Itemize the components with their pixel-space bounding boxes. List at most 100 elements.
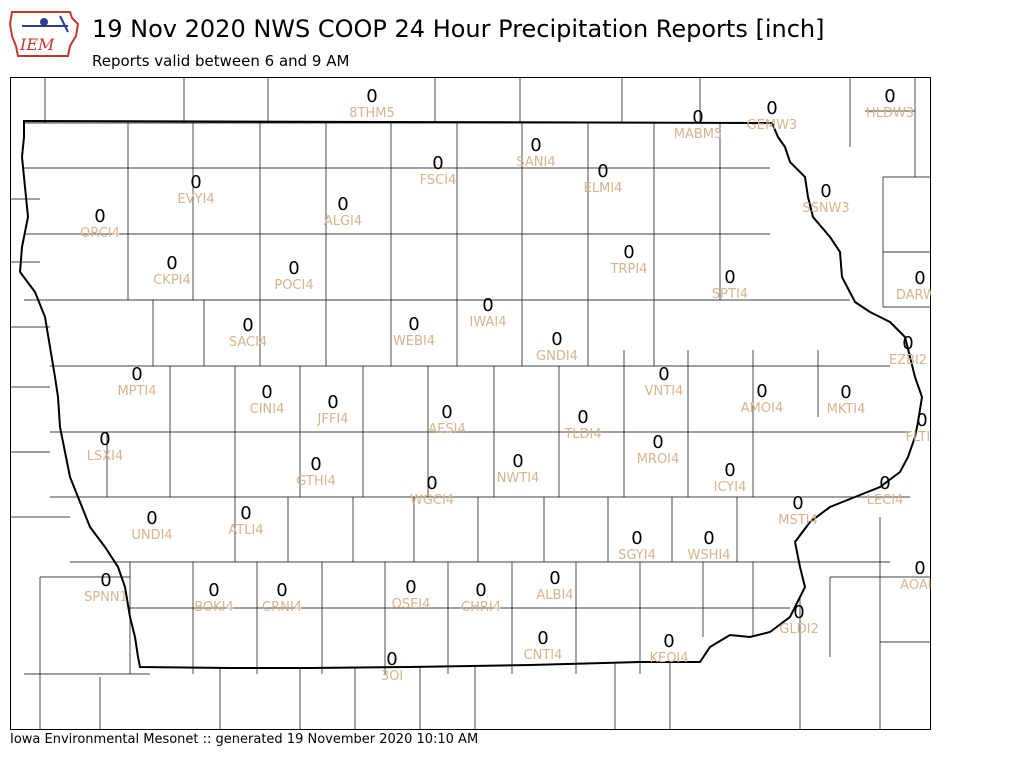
station-id: DARW3 (896, 288, 931, 303)
station-value: 0 (512, 451, 523, 472)
station-id: WEBI4 (393, 334, 435, 349)
station-value: 0 (190, 172, 201, 193)
station-value: 0 (441, 402, 452, 423)
station-id: GLDI2 (779, 622, 818, 637)
station-value: 0 (692, 107, 703, 128)
station-value: 0 (482, 295, 493, 316)
station-id: SSNW3 (802, 201, 849, 216)
station-value: 0 (724, 460, 735, 481)
county-lines (10, 77, 931, 730)
station-id: HLDW3 (866, 106, 914, 121)
station-report: 0DARW3 (896, 268, 931, 303)
station-id: TLDI4 (563, 427, 601, 442)
station-value: 0 (884, 86, 895, 107)
station-id: ALBI4 (536, 588, 573, 603)
station-value: 0 (146, 508, 157, 529)
station-id: ELMI4 (584, 181, 623, 196)
station-value: 0 (549, 568, 560, 589)
station-id: 8THM5 (349, 106, 394, 121)
station-value: 0 (366, 86, 377, 107)
station-value: 0 (386, 649, 397, 670)
map-title: 19 Nov 2020 NWS COOP 24 Hour Precipitati… (92, 15, 825, 43)
station-id: AOAI2 (900, 578, 931, 593)
footer-credit: Iowa Environmental Mesonet :: generated … (10, 732, 479, 747)
station-id: CINI4 (250, 402, 285, 417)
station-id: ORCI4 (80, 226, 120, 241)
station-value: 0 (793, 602, 804, 623)
station-value: 0 (879, 473, 890, 494)
station-id: CRNI4 (262, 600, 302, 615)
station-value: 0 (408, 314, 419, 335)
station-id: MPTI4 (117, 384, 156, 399)
station-value: 0 (703, 528, 714, 549)
station-id: POCI4 (274, 278, 313, 293)
station-id: ICYI4 (714, 480, 747, 495)
station-value: 0 (432, 153, 443, 174)
station-value: 0 (94, 206, 105, 227)
station-value: 0 (820, 181, 831, 202)
station-id: CKPI4 (153, 273, 191, 288)
station-report: 0FLTI2 (906, 410, 931, 445)
station-value: 0 (766, 98, 777, 119)
station-id: BOKI4 (194, 600, 234, 615)
station-id: SACI4 (229, 335, 267, 350)
station-id: ATLI4 (228, 523, 263, 538)
station-value: 0 (663, 631, 674, 652)
station-id: SPNN1 (84, 590, 128, 605)
station-value: 0 (623, 242, 634, 263)
station-id: NWTI4 (497, 471, 540, 486)
station-id: CHRI4 (461, 600, 501, 615)
station-value: 0 (261, 382, 272, 403)
station-id: SANI4 (516, 155, 555, 170)
station-value: 0 (208, 580, 219, 601)
station-id: LECI4 (867, 493, 904, 508)
station-value: 0 (100, 570, 111, 591)
station-id: SGYI4 (618, 548, 656, 563)
station-id: EZBI2 (889, 353, 927, 368)
station-value: 0 (288, 258, 299, 279)
station-id: UNDI4 (131, 528, 172, 543)
station-value: 0 (242, 315, 253, 336)
station-value: 0 (131, 364, 142, 385)
station-id: AESI4 (428, 422, 465, 437)
station-id: SPTI4 (712, 287, 748, 302)
station-id: GNDI4 (536, 349, 578, 364)
station-id: GEMW3 (747, 118, 798, 133)
station-value: 0 (840, 382, 851, 403)
